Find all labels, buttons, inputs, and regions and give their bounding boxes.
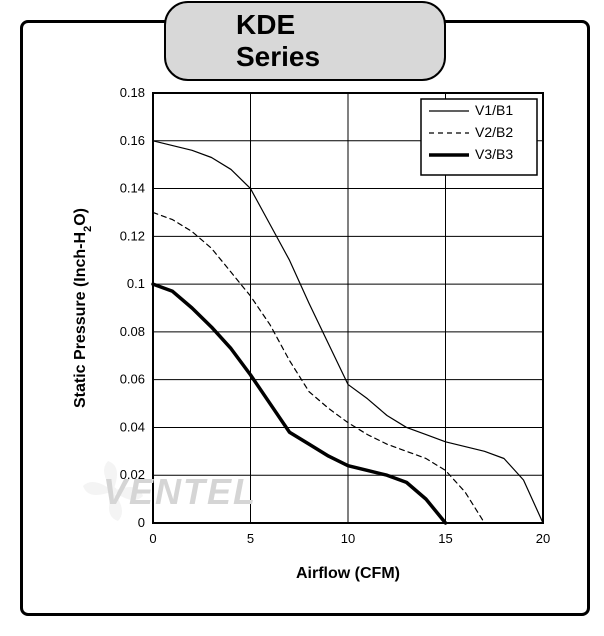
outer-frame: KDE Series VENTEL 0510152000.020.040.060… xyxy=(20,20,590,616)
svg-text:Airflow (CFM): Airflow (CFM) xyxy=(296,565,400,582)
svg-text:0.1: 0.1 xyxy=(127,276,145,291)
svg-text:0.08: 0.08 xyxy=(120,324,145,339)
svg-text:15: 15 xyxy=(438,531,452,546)
chart-svg: 0 5 10 15 20 0 0.02 0.04 0.06 0.08 0.1 0.12 0.14 0.16… xyxy=(63,83,563,593)
title-badge: KDE Series xyxy=(164,1,446,81)
svg-text:10: 10 xyxy=(341,531,355,546)
svg-text:20: 20 xyxy=(536,531,550,546)
svg-text:0: 0 xyxy=(149,531,156,546)
svg-text:Static Pressure (Inch-H2O): Static Pressure (Inch-H2O) xyxy=(72,208,94,408)
svg-text:0: 0 xyxy=(138,515,145,530)
svg-text:V3/B3: V3/B3 xyxy=(475,146,513,162)
svg-text:V1/B1: V1/B1 xyxy=(475,102,513,118)
svg-text:0.06: 0.06 xyxy=(120,372,145,387)
svg-text:5: 5 xyxy=(247,531,254,546)
svg-text:0.12: 0.12 xyxy=(120,228,145,243)
svg-text:0.14: 0.14 xyxy=(120,181,145,196)
svg-text:V2/B2: V2/B2 xyxy=(475,124,513,140)
svg-text:0.02: 0.02 xyxy=(120,467,145,482)
svg-text:0.18: 0.18 xyxy=(120,85,145,100)
svg-text:0.04: 0.04 xyxy=(120,419,145,434)
title-text: KDE Series xyxy=(236,9,320,72)
chart-container: VENTEL 0510152000.020.040.060.080.10.120… xyxy=(63,83,563,593)
svg-text:0.16: 0.16 xyxy=(120,133,145,148)
